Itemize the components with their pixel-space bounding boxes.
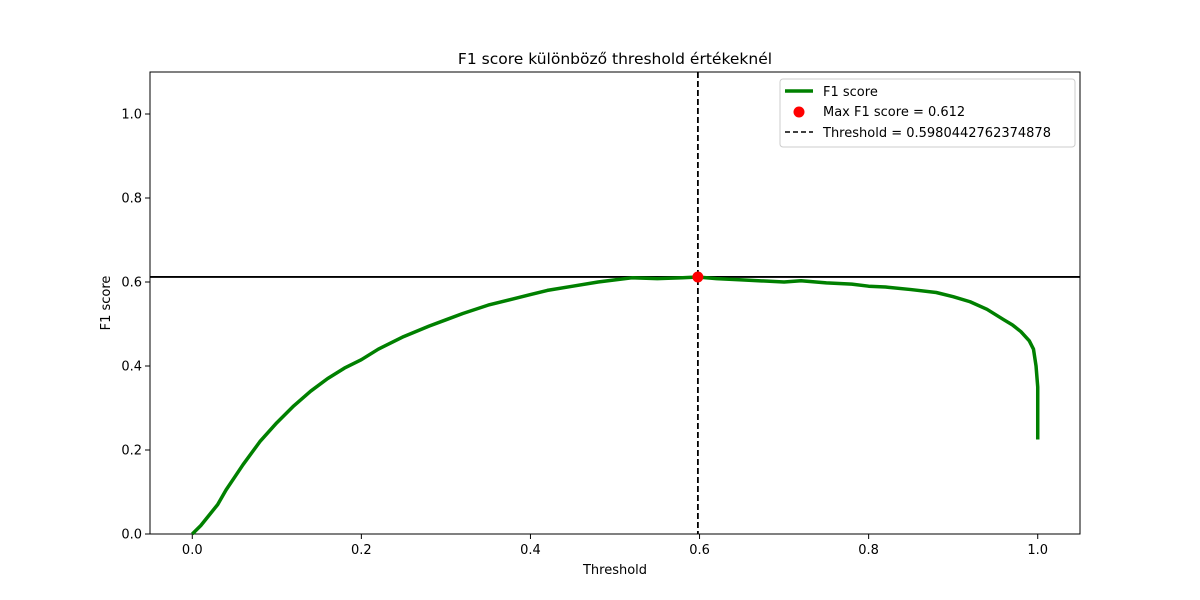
x-tick-label: 1.0 [1027,543,1048,558]
y-tick-label: 0.6 [121,276,142,291]
legend: F1 score Max F1 score = 0.612 Threshold … [779,78,1076,148]
plot-frame [149,71,1081,535]
y-tick-label: 0.4 [121,360,142,375]
y-tick-label: 0.8 [121,192,142,207]
legend-label-threshold: Threshold = 0.5980442762374878 [822,126,1051,141]
legend-box [779,78,1076,148]
max-f1-point [692,271,704,283]
x-axis-label: Threshold [582,563,647,578]
plot-area [149,71,1081,535]
x-tick-label: 0.0 [182,543,203,558]
x-tick-label: 0.2 [351,543,372,558]
x-tick-label: 0.4 [520,543,541,558]
y-axis: 0.0 0.2 0.4 0.6 0.8 1.0 [121,108,150,543]
legend-label-f1: F1 score [823,85,878,100]
x-axis: 0.0 0.2 0.4 0.6 0.8 1.0 [182,534,1048,558]
chart-marks [150,72,1080,536]
legend-label-max: Max F1 score = 0.612 [823,105,965,120]
y-tick-label: 0.0 [121,528,142,543]
x-tick-label: 0.6 [689,543,710,558]
f1-series-line [191,275,1040,536]
x-tick-label: 0.8 [858,543,879,558]
y-tick-label: 1.0 [121,108,142,123]
chart-title: F1 score különböző threshold értékeknél [458,50,772,68]
legend-marker-max [793,106,805,118]
y-axis-label: F1 score [99,276,114,331]
y-tick-label: 0.2 [121,444,142,459]
